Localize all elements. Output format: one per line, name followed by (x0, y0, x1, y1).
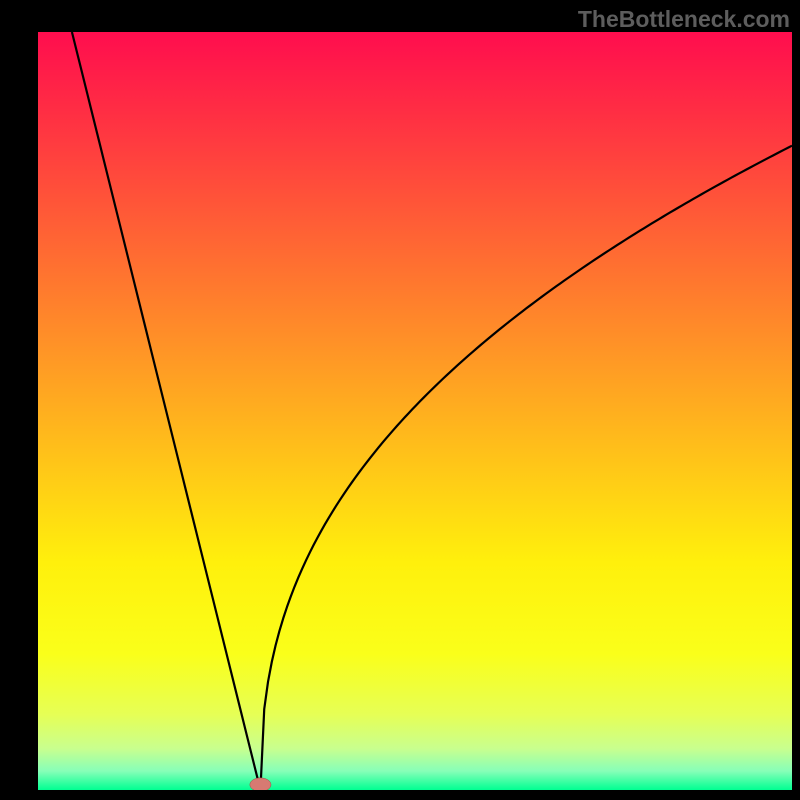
chart-frame: TheBottleneck.com (0, 0, 800, 800)
watermark-text: TheBottleneck.com (578, 6, 790, 33)
gradient-background (38, 32, 792, 790)
plot-svg (38, 32, 792, 790)
minimum-marker (250, 778, 271, 790)
plot-area (38, 32, 792, 790)
